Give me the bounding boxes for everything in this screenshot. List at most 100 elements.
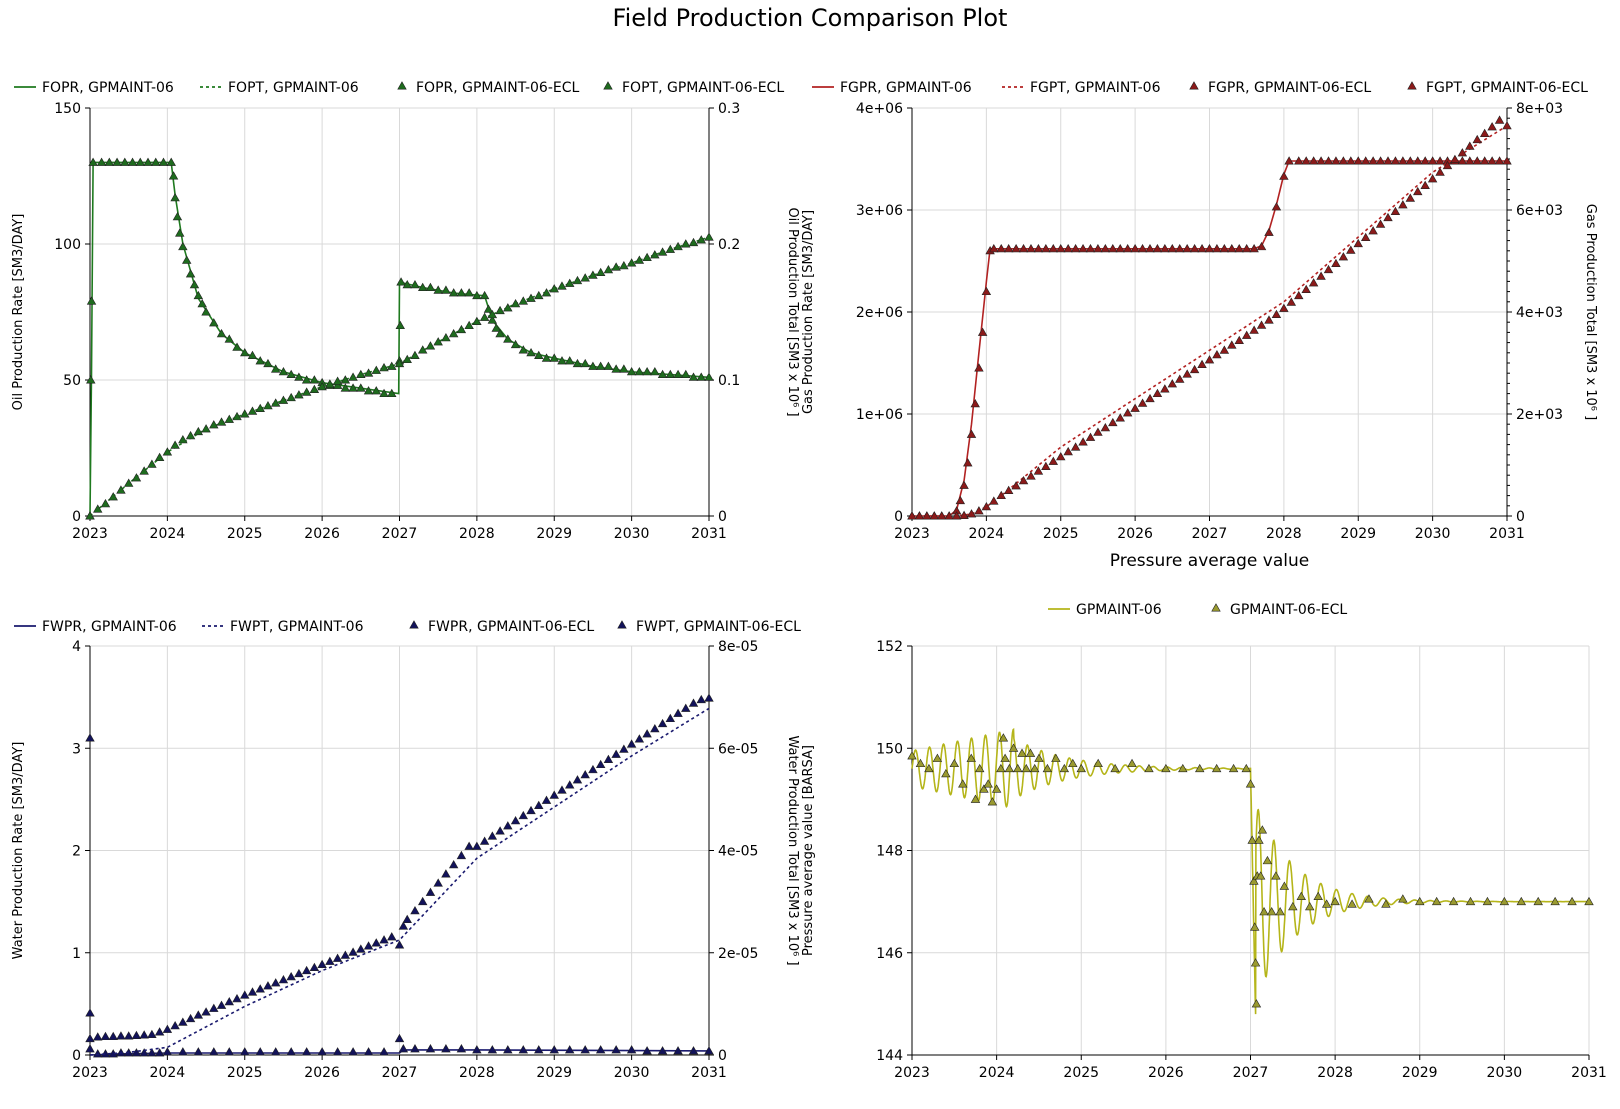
data-point xyxy=(966,753,976,762)
data-point xyxy=(479,290,490,300)
data-point xyxy=(1033,243,1044,253)
data-point xyxy=(503,303,513,312)
data-point xyxy=(619,364,629,373)
data-point xyxy=(549,353,559,362)
data-point xyxy=(1078,243,1088,253)
data-point xyxy=(1487,122,1497,131)
data-point xyxy=(441,333,451,342)
data-point xyxy=(1431,896,1442,906)
data-point xyxy=(410,350,420,359)
data-point xyxy=(1029,763,1040,773)
data-point xyxy=(85,1033,95,1043)
y2-tick-label: 0 xyxy=(1516,509,1525,525)
data-point xyxy=(472,1045,482,1054)
data-point xyxy=(937,511,947,520)
data-point xyxy=(981,502,992,511)
data-point xyxy=(247,350,258,359)
data-point xyxy=(959,480,969,489)
data-point xyxy=(549,284,559,293)
data-point xyxy=(966,429,977,438)
data-point xyxy=(1017,748,1027,757)
data-point xyxy=(247,987,258,996)
data-point xyxy=(996,490,1006,500)
data-point xyxy=(1241,330,1252,339)
data-point xyxy=(642,1046,652,1055)
data-point xyxy=(1008,743,1019,752)
data-point xyxy=(1130,243,1140,253)
data-point xyxy=(123,478,134,487)
data-point xyxy=(104,157,115,166)
data-point xyxy=(704,232,714,241)
data-point xyxy=(704,693,714,702)
data-point xyxy=(379,935,389,944)
data-point xyxy=(255,984,265,993)
data-point xyxy=(135,157,146,166)
data-point xyxy=(673,708,683,717)
data-point xyxy=(1093,758,1103,768)
series-markers xyxy=(907,115,1512,520)
data-point xyxy=(209,318,219,327)
data-point xyxy=(1100,243,1111,253)
data-point xyxy=(88,157,98,166)
data-point xyxy=(379,1047,389,1056)
data-point xyxy=(673,369,683,379)
data-point xyxy=(572,775,583,784)
data-point xyxy=(1465,141,1475,150)
x-tick-label: 2023 xyxy=(894,526,930,542)
data-point xyxy=(1204,243,1215,253)
data-point xyxy=(483,304,494,313)
x-tick-label: 2031 xyxy=(691,1065,727,1081)
x-tick-label: 2031 xyxy=(1489,526,1525,542)
data-point xyxy=(1262,855,1273,865)
data-point xyxy=(425,341,436,350)
legend-label: FOPR, GPMAINT-06 xyxy=(42,80,174,96)
x-tick-label: 2029 xyxy=(1402,1065,1438,1081)
legend-label: FWPT, GPMAINT-06-ECL xyxy=(636,619,801,635)
x-tick-label: 2027 xyxy=(382,526,418,542)
data-point xyxy=(970,794,981,803)
data-point xyxy=(526,347,536,357)
x-tick-label: 2031 xyxy=(1571,1065,1607,1081)
data-point xyxy=(924,763,934,773)
data-point xyxy=(1127,758,1137,768)
data-point xyxy=(534,290,544,300)
data-point xyxy=(172,211,183,221)
data-point xyxy=(1435,156,1445,165)
data-point xyxy=(263,981,273,990)
data-point xyxy=(634,734,645,743)
data-point xyxy=(665,713,676,723)
data-point xyxy=(472,290,482,300)
data-point xyxy=(1249,876,1259,885)
data-point xyxy=(1204,355,1215,364)
data-point xyxy=(1211,763,1222,773)
y-tick-label: 0 xyxy=(72,509,81,525)
data-point xyxy=(1070,243,1081,253)
data-point xyxy=(696,372,706,381)
legend-label: FGPT, GPMAINT-06-ECL xyxy=(1426,80,1588,96)
data-point xyxy=(487,315,498,324)
data-point xyxy=(1405,193,1416,202)
data-point xyxy=(1160,384,1170,393)
data-point xyxy=(688,1046,699,1055)
data-point xyxy=(1323,156,1334,165)
data-point xyxy=(681,703,691,712)
right-axis-title: Gas Production Total [SM3 x 10⁶ ] xyxy=(1583,204,1598,420)
data-point xyxy=(541,795,552,804)
legend-marker xyxy=(409,620,419,629)
data-point xyxy=(185,1013,196,1023)
data-point xyxy=(1085,243,1096,253)
legend-marker xyxy=(617,620,627,629)
data-point xyxy=(286,971,296,981)
data-point xyxy=(1003,243,1014,253)
data-point xyxy=(1182,243,1192,253)
data-point xyxy=(1227,340,1237,349)
data-point xyxy=(1338,252,1349,261)
data-point xyxy=(1338,156,1349,165)
x-tick-label: 2024 xyxy=(979,1065,1015,1081)
right-axis-title: Oil Production Total [SM3 x 10⁶ ] xyxy=(785,207,800,416)
y2-tick-label: 0.2 xyxy=(718,237,740,253)
data-point xyxy=(1279,171,1289,180)
data-point xyxy=(1271,871,1281,880)
data-point xyxy=(503,334,513,343)
data-point xyxy=(1435,167,1445,176)
